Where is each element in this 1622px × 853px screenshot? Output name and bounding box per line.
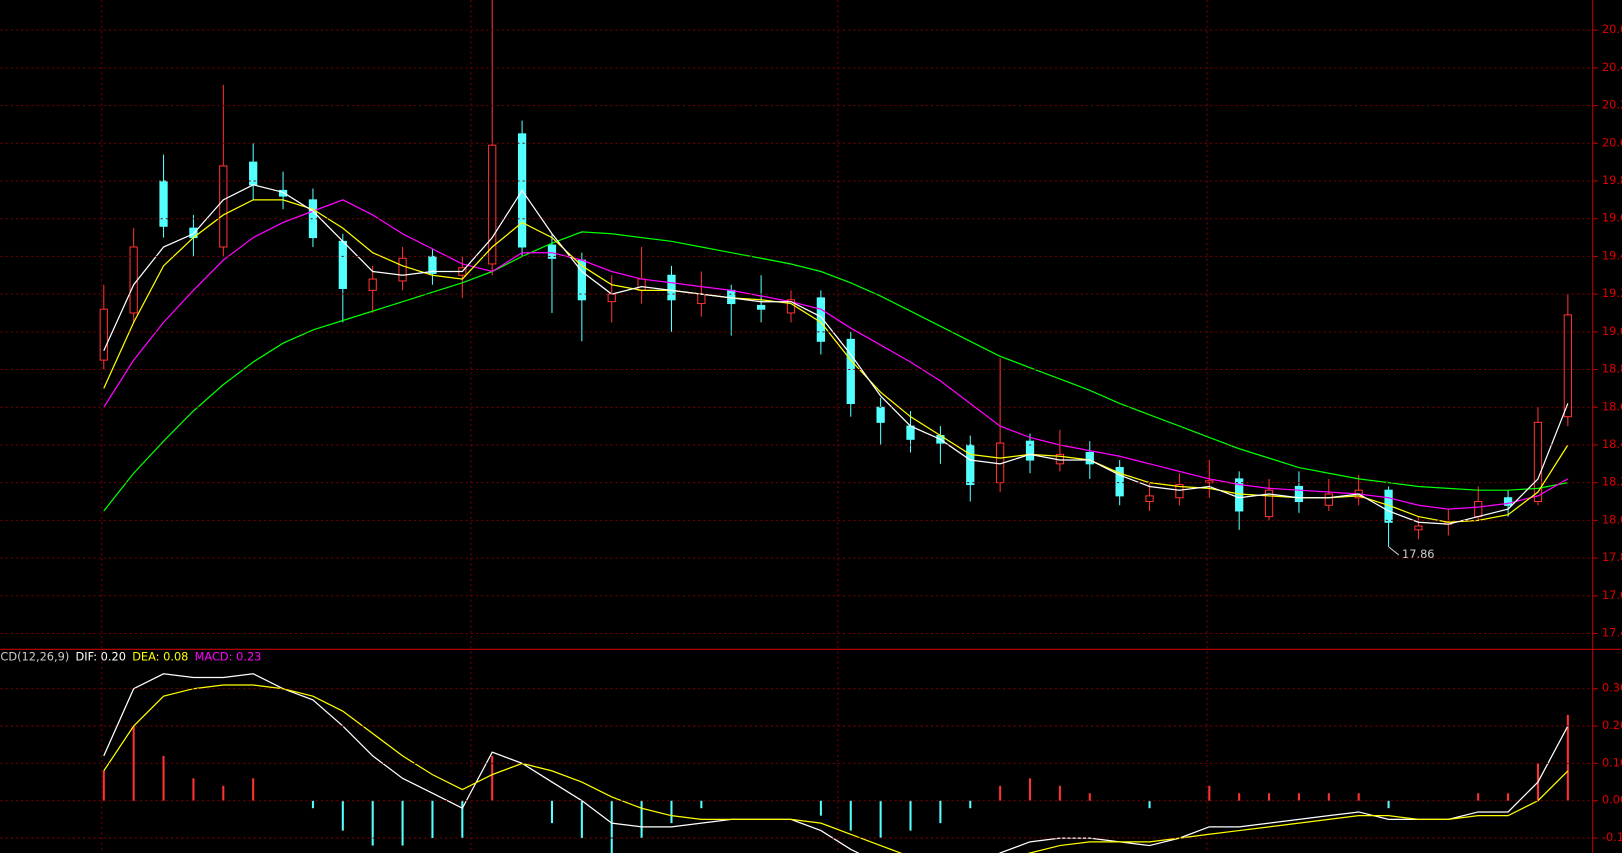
candle-body (1145, 495, 1154, 503)
macd-header-item: DIF: 0.20 (76, 650, 126, 664)
candle-body (1235, 478, 1244, 512)
y-tick-label: 20.40 (1602, 60, 1622, 74)
candle-body (756, 304, 766, 310)
candle-body (1324, 493, 1333, 506)
plot-area: 17.86 (99, 0, 1572, 561)
y-tick-label: 0.20 (1602, 718, 1622, 732)
y-tick-label: 17.80 (1602, 550, 1622, 564)
series-line (103, 684, 1569, 853)
macd-header-item: CD(12,26,9) (0, 650, 69, 664)
y-tick-label: 19.60 (1602, 211, 1622, 225)
y-tick-label: 20.20 (1602, 98, 1622, 112)
candle-body (1264, 489, 1274, 518)
y-tick-label: 18.20 (1602, 475, 1622, 489)
candle-body (906, 425, 915, 440)
candle-body (1563, 314, 1572, 418)
series-line (103, 184, 1569, 525)
y-tick-label: 19.40 (1602, 248, 1622, 262)
y-tick-label: 18.80 (1602, 362, 1622, 376)
candle-body (637, 278, 646, 291)
candle-body (1115, 467, 1124, 497)
candle-body (159, 180, 168, 227)
candle-body (278, 189, 288, 197)
candle-body (338, 240, 347, 289)
y-tick-label: 0.00 (1602, 793, 1622, 807)
series-line (103, 199, 1569, 523)
y-tick-label: 17.40 (1602, 626, 1622, 640)
candle-body (966, 444, 975, 486)
candle-body (1085, 451, 1094, 465)
candle-body (1414, 525, 1423, 531)
candle-body (1205, 480, 1214, 484)
candle-body (667, 274, 676, 301)
candle-body (398, 257, 407, 282)
candle-body (308, 199, 318, 239)
candle-body (99, 308, 108, 361)
y-tick-label: 19.00 (1602, 324, 1622, 338)
candle-body (846, 338, 855, 404)
series-line (103, 199, 1569, 510)
plot-area (102, 673, 1569, 853)
y-tick-label: -0.10 (1602, 830, 1622, 844)
y-tick-label: 18.00 (1602, 512, 1622, 526)
y-tick-label: 18.60 (1602, 399, 1622, 413)
candle-body (1503, 497, 1513, 506)
candle-body (1025, 440, 1035, 461)
y-tick-label: 20.60 (1602, 22, 1622, 36)
series-line (103, 231, 1568, 512)
y-tick-label: 18.40 (1602, 437, 1622, 451)
macd-header: CD(12,26,9) DIF: 0.20 DEA: 0.08 MACD: 0.23 (0, 650, 261, 664)
candle-body (1533, 421, 1543, 503)
candle-body (1474, 501, 1483, 518)
annotation-leader (1388, 546, 1400, 556)
y-tick-label: 20.00 (1602, 135, 1622, 149)
candle-body (697, 293, 706, 305)
candle-body (428, 255, 437, 274)
candle-body (547, 244, 557, 259)
y-tick-label: 19.80 (1602, 173, 1622, 187)
candle-body (219, 165, 228, 248)
macd-header-item: MACD: 0.23 (195, 650, 262, 664)
macd-header-item: DEA: 0.08 (132, 650, 188, 664)
low-annotation: 17.86 (1402, 547, 1435, 561)
candle-body (488, 144, 497, 265)
candle-body (1175, 484, 1184, 499)
y-tick-label: 19.20 (1602, 286, 1622, 300)
series-line (103, 673, 1569, 853)
candle-body (607, 293, 616, 303)
vertical-grid (101, 0, 1208, 853)
y-tick-label: 0.10 (1602, 755, 1622, 769)
y-tick-label: 17.60 (1602, 588, 1622, 602)
candle-body (1294, 485, 1304, 503)
y-tick-label: 0.30 (1602, 681, 1622, 695)
candle-body (368, 278, 377, 291)
candle-body (876, 406, 885, 423)
